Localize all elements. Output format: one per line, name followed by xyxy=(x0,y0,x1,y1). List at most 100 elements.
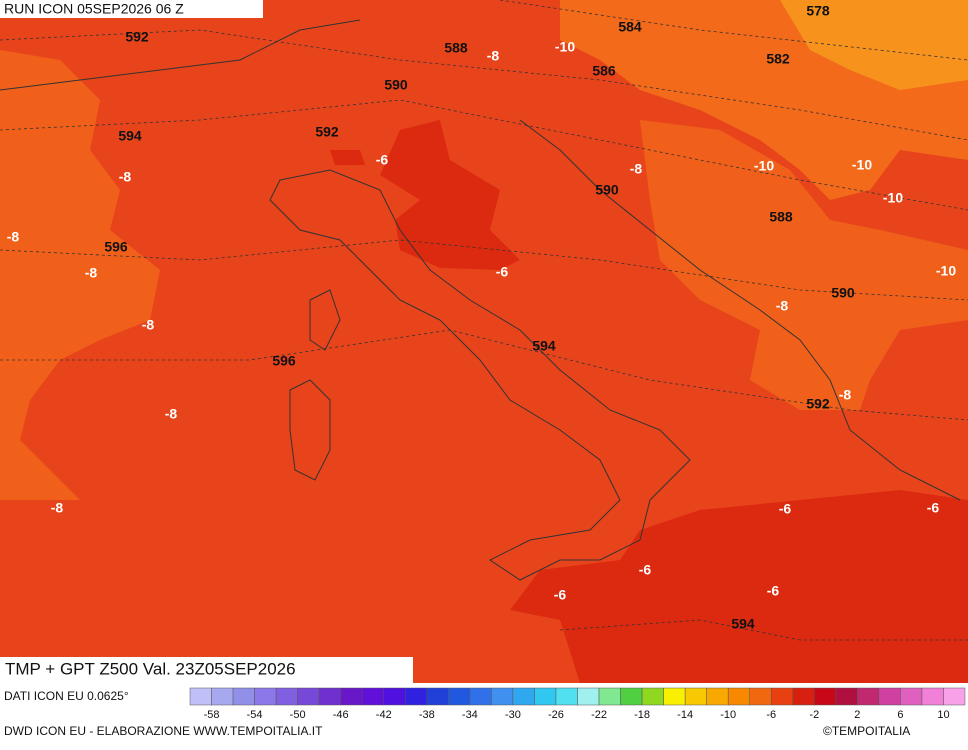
corsica xyxy=(309,289,341,351)
temperature-label: -6 xyxy=(639,562,652,578)
geopotential-label: 592 xyxy=(806,396,830,412)
temperature-label: -6 xyxy=(496,264,509,280)
temperature-label: -8 xyxy=(119,169,132,185)
colorbar-label: 6 xyxy=(897,709,903,721)
temperature-label: -6 xyxy=(767,583,780,599)
colorbar-swatch xyxy=(405,687,428,706)
geopotential-label: 584 xyxy=(618,19,642,35)
geopotential-label: 588 xyxy=(769,209,793,225)
temperature-label: -8 xyxy=(487,48,500,64)
temperature-label: -6 xyxy=(554,587,567,603)
colorbar-swatch xyxy=(706,687,729,706)
cold-core xyxy=(380,120,520,270)
cold-core xyxy=(510,490,968,683)
geopotential-label: 596 xyxy=(104,239,128,255)
temperature-label: -10 xyxy=(555,39,575,55)
colorbar-swatch xyxy=(361,687,385,706)
colorbar-swatch xyxy=(878,687,901,706)
colorbar-swatch xyxy=(641,687,664,706)
colorbar-swatch xyxy=(749,687,772,706)
colorbar-label: -34 xyxy=(462,709,478,721)
geopotential-label: 594 xyxy=(532,338,556,354)
temperature-label: -10 xyxy=(883,190,903,206)
colorbar-swatch xyxy=(857,687,880,706)
title-box xyxy=(0,657,413,683)
colorbar-swatch xyxy=(426,687,449,706)
colorbar-swatch xyxy=(663,687,686,706)
colorbar-swatch xyxy=(189,687,212,706)
colorbar-swatch xyxy=(555,687,578,706)
colorbar-label: 2 xyxy=(854,709,860,721)
colorbar-swatch xyxy=(448,687,471,706)
coastline-east xyxy=(519,119,961,501)
colorbar-swatch xyxy=(620,687,643,706)
credits: DWD ICON EU - ELABORAZIONE WWW.TEMPOITAL… xyxy=(4,724,323,738)
colorbar-swatch xyxy=(598,687,621,706)
colorbar-swatch xyxy=(921,687,944,706)
temperature-label: -8 xyxy=(85,265,98,281)
colorbar-swatch xyxy=(771,687,794,706)
temperature-label: -6 xyxy=(779,501,792,517)
colorbar-swatch xyxy=(275,687,298,706)
temperature-label: -6 xyxy=(376,152,389,168)
colorbar-swatch xyxy=(254,687,277,706)
colorbar-label: -26 xyxy=(548,709,564,721)
colorbar-label: -50 xyxy=(290,709,306,721)
colorbar-swatch xyxy=(684,687,707,706)
colorbar-swatch xyxy=(318,687,341,706)
colorbar-label: -30 xyxy=(505,709,521,721)
contour-line xyxy=(0,29,968,141)
contour-labels: 578 584 -10 592 588 -8 582 586 590 592 594 -6 -8 -10 -… xyxy=(7,3,957,632)
contour-line xyxy=(499,0,968,61)
colorbar: -58 -54 -50 -46 -42 -38 -34 -30 -26 -22 -18 -14 -10-… xyxy=(189,687,966,721)
geopotential-label: 590 xyxy=(595,182,619,198)
geopotential-label: 594 xyxy=(731,616,755,632)
colorbar-label: -6 xyxy=(766,709,776,721)
temperature-label: -10 xyxy=(852,157,872,173)
colorbar-swatch xyxy=(383,687,406,706)
temperature-label: -8 xyxy=(165,406,178,422)
geopotential-label: 592 xyxy=(315,124,339,140)
colorbar-label: -38 xyxy=(419,709,435,721)
data-source: DATI ICON EU 0.0625° xyxy=(4,689,129,703)
colorbar-swatch xyxy=(211,687,234,706)
colorbar-swatch xyxy=(835,687,858,706)
geopotential-label: 590 xyxy=(384,77,408,93)
coastline xyxy=(0,19,961,581)
colorbar-label: -18 xyxy=(634,709,650,721)
colorbar-label: -42 xyxy=(376,709,392,721)
temperature-label: -10 xyxy=(936,263,956,279)
geopotential-label: 588 xyxy=(444,40,468,56)
temperature-label: -10 xyxy=(754,158,774,174)
sardinia xyxy=(289,379,331,481)
colorbar-swatch xyxy=(943,687,966,706)
colorbar-swatch xyxy=(491,687,514,706)
colorbar-swatch xyxy=(577,687,600,706)
contour-line xyxy=(559,619,968,641)
temperature-label: -8 xyxy=(839,387,852,403)
temperature-label: -8 xyxy=(51,500,64,516)
colorbar-label: -54 xyxy=(247,709,263,721)
geopotential-label: 586 xyxy=(592,63,616,79)
temperature-label: -8 xyxy=(630,161,643,177)
temperature-label: -8 xyxy=(142,317,155,333)
colorbar-swatch xyxy=(900,687,923,706)
italy-outline xyxy=(269,169,691,581)
colorbar-label: -58 xyxy=(204,709,220,721)
geopotential-label: 582 xyxy=(766,51,790,67)
temperature-label: -8 xyxy=(776,298,789,314)
colorbar-swatch xyxy=(727,687,750,706)
warm-zone xyxy=(780,0,968,90)
temperature-label: -8 xyxy=(7,229,20,245)
colorbar-swatch xyxy=(340,687,363,706)
copyright: ©TEMPOITALIA xyxy=(823,724,911,738)
colorbar-label: -22 xyxy=(591,709,607,721)
geopotential-label: 578 xyxy=(806,3,830,19)
colorbar-swatch xyxy=(792,687,815,706)
colorbar-swatch xyxy=(297,687,320,706)
geopotential-contours xyxy=(0,0,968,641)
geopotential-label: 590 xyxy=(831,285,855,301)
run-box xyxy=(0,0,263,18)
